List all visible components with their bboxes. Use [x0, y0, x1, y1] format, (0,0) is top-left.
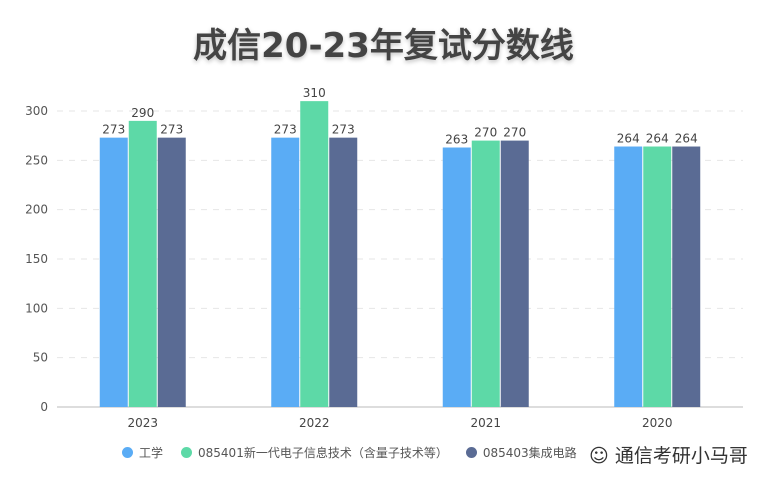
- legend-item[interactable]: 工学: [122, 444, 163, 461]
- bar: [442, 147, 471, 408]
- x-tick-label: 2022: [299, 416, 330, 430]
- legend: 工学 085401新一代电子信息技术（含量子技术等） 085403集成电路: [122, 444, 577, 461]
- data-label: 310: [303, 86, 326, 100]
- wechat-icon: ☺: [589, 445, 609, 467]
- bar: [271, 137, 300, 407]
- data-label: 290: [131, 106, 154, 120]
- x-tick-label: 2020: [642, 416, 673, 430]
- legend-label: 085401新一代电子信息技术（含量子技术等）: [198, 446, 448, 460]
- watermark: ☺ 通信考研小马哥: [585, 441, 752, 468]
- y-tick-label: 150: [25, 252, 48, 266]
- data-label: 270: [503, 126, 526, 140]
- bar: [500, 140, 529, 407]
- data-label: 264: [675, 132, 698, 146]
- data-label: 270: [474, 126, 497, 140]
- data-label: 263: [445, 133, 468, 147]
- y-tick-label: 300: [25, 104, 48, 118]
- y-tick-label: 250: [25, 153, 48, 167]
- bar: [329, 137, 358, 407]
- data-label: 273: [160, 123, 183, 137]
- legend-dot: [181, 447, 193, 458]
- bar: [614, 146, 643, 407]
- bar: [471, 140, 500, 407]
- bar: [643, 146, 672, 407]
- bar: [128, 120, 157, 407]
- y-tick-label: 100: [25, 301, 48, 315]
- watermark-text: 通信考研小马哥: [614, 445, 748, 467]
- bar: [157, 137, 186, 407]
- x-tick-label: 2021: [470, 416, 501, 430]
- data-label: 264: [646, 132, 669, 146]
- x-tick-label: 2023: [127, 416, 158, 430]
- data-label: 273: [274, 123, 297, 137]
- legend-dot: [465, 447, 477, 458]
- legend-label: 085403集成电路: [482, 446, 577, 460]
- legend-item[interactable]: 085403集成电路: [465, 444, 577, 461]
- data-label: 273: [332, 123, 355, 137]
- y-tick-label: 0: [40, 400, 48, 414]
- legend-label: 工学: [139, 446, 164, 460]
- legend-dot: [122, 447, 133, 458]
- data-label: 273: [102, 123, 125, 137]
- data-label: 264: [617, 132, 640, 146]
- chart-title: 成信20-23年复试分数线: [193, 26, 574, 66]
- bar: [300, 101, 329, 407]
- y-tick-label: 200: [25, 203, 48, 217]
- bar: [672, 146, 701, 407]
- y-tick-label: 50: [33, 351, 48, 365]
- legend-item[interactable]: 085401新一代电子信息技术（含量子技术等）: [181, 444, 448, 461]
- bar: [99, 137, 128, 407]
